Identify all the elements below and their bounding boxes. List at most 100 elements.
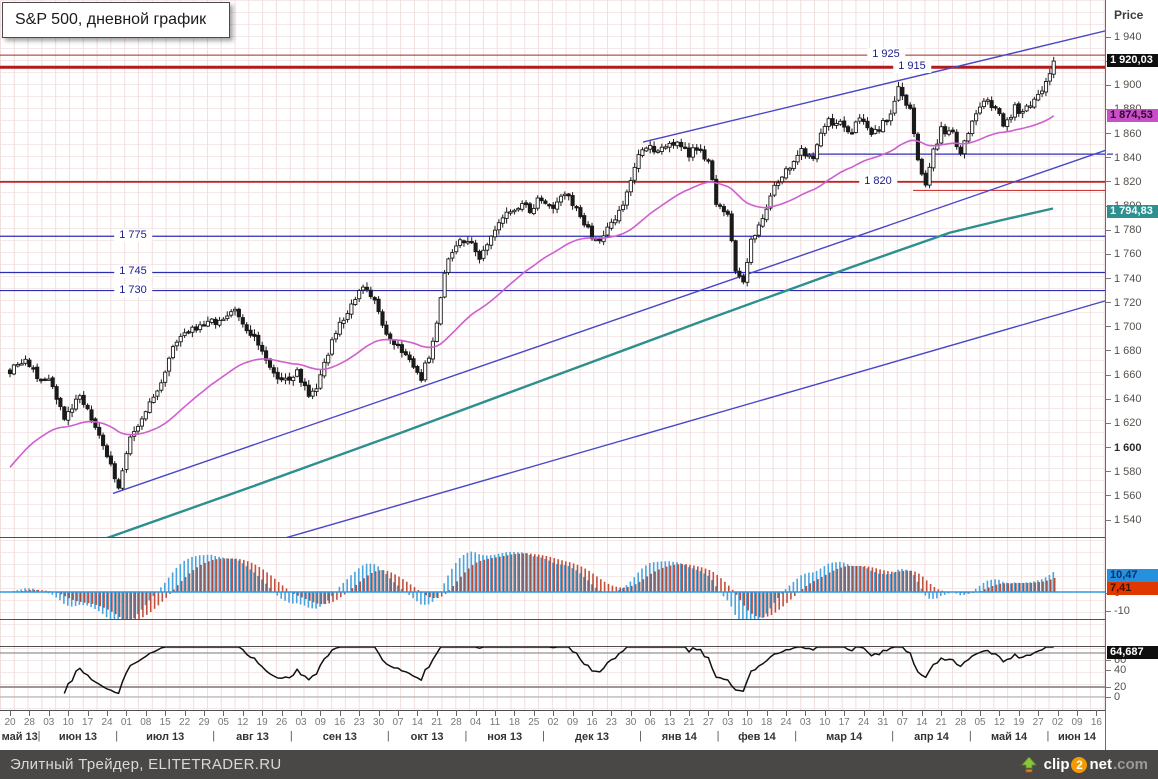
candle-body [182,332,187,337]
candle-body [1047,73,1052,82]
macd-signal-bar [243,559,245,592]
macd-signal-bar [312,592,315,603]
candle-body [811,155,816,160]
y-tick-mark [1106,374,1111,376]
macd-bar [501,553,504,592]
macd-bar [458,558,461,592]
candle-body [818,132,823,147]
macd-tick-mark [1106,610,1111,612]
macd-signal-bar [844,566,846,592]
macd-bar [1037,580,1039,592]
macd-signal-bar [1042,581,1044,592]
macd-signal-bar [867,566,870,592]
macd-bar [1025,582,1027,592]
y-tick-mark [1106,398,1111,400]
candle-body [822,126,827,134]
macd-bar [82,592,85,606]
week-tick-mark [301,710,302,716]
logo-two-badge: 2 [1071,756,1088,773]
macd-bar [427,592,430,605]
date-week-label: 12 [993,717,1005,728]
date-week-label: 05 [974,717,986,728]
candle-body [927,166,932,186]
macd-signal-bar [677,564,680,592]
macd-bar [295,592,298,604]
candle-body [574,206,579,209]
macd-signal-bar [510,554,513,592]
macd-signal-bar [460,576,462,592]
week-tick-mark [514,710,516,716]
macd-bar [412,592,414,599]
candle-body [7,369,13,375]
candle-body [291,376,296,382]
candle-body [1043,81,1049,93]
macd-bar [1048,575,1051,592]
macd-signal-bar [728,585,730,592]
candle-body [764,208,769,221]
candle-body [93,418,98,428]
candle-body [659,146,664,152]
macd-signal-bar [735,592,738,595]
date-week-label: 24 [858,717,870,728]
macd-bar [528,554,531,592]
macd-bar [641,568,643,592]
candle-body [364,286,370,290]
macd-bar [749,592,752,619]
macd-signal-bar [165,592,167,598]
macd-signal-bar [596,576,598,592]
macd-signal-bar [444,592,447,594]
macd-signal-bar [580,566,583,592]
macd-signal-bar [832,570,835,592]
macd-bar [1021,583,1024,592]
y-tick-mark [1106,519,1111,521]
y-tick-label: 1 620 [1114,417,1142,430]
macd-signal-bar [309,592,311,601]
macd-signal-bar [1030,582,1033,592]
week-tick-mark [436,710,438,716]
clip2net-logo[interactable]: clip 2 net .com [1020,756,1148,773]
macd-signal-bar [468,568,470,592]
candle-body [423,362,428,381]
macd-signal-bar [755,592,757,617]
macd-signal-bar [196,567,198,592]
y-tick-label: 1 660 [1114,369,1142,382]
macd-signal-bar [177,585,179,592]
candle-body [438,297,443,325]
macd-bar [311,592,313,609]
date-week-label: 31 [877,717,889,728]
candle-body [919,158,924,175]
candle-body [384,324,389,335]
candle-body [609,221,614,229]
macd-signal-bar [762,592,765,618]
candle-body [880,120,886,133]
macd-signal-bar [1019,583,1021,592]
candle-body [407,354,412,361]
macd-bar [164,582,166,592]
candle-body [473,242,478,253]
candle-body [295,369,300,377]
candle-body [35,366,40,380]
candle-body [1024,105,1029,112]
macd-signal-bar [720,578,722,592]
macd-bar [489,555,492,592]
week-tick-mark [281,710,283,716]
candle-body [139,418,144,427]
candles [7,56,1056,490]
macd-bar [912,575,915,592]
macd-signal-bar [681,564,683,592]
macd-bar [373,564,376,592]
date-week-label: 28 [955,717,967,728]
date-week-label: 27 [702,717,714,728]
macd-bar [703,573,705,592]
macd-signal-bar [80,592,82,602]
week-tick-mark [611,710,613,716]
candle-body [508,211,513,214]
macd-bar [195,556,197,592]
macd-bar [982,582,985,592]
macd-bar [843,562,845,592]
y-tick-label: 1 580 [1114,465,1142,478]
macd-bar [396,585,399,592]
macd-signal-bar [828,572,831,592]
macd-bar [815,570,818,592]
